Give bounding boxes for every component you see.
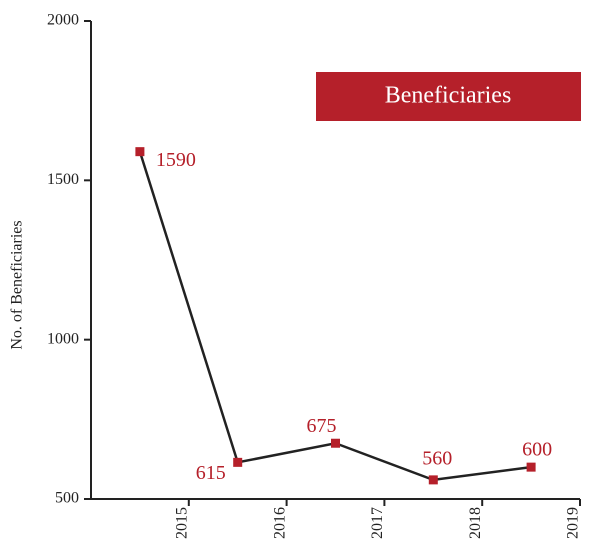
point-marker xyxy=(428,475,438,485)
value-label: 615 xyxy=(196,462,226,484)
point-marker xyxy=(331,438,340,448)
value-label: 600 xyxy=(522,439,552,461)
point-marker xyxy=(233,457,243,467)
x-tick-label: 2019 xyxy=(565,507,582,539)
point-marker xyxy=(135,147,145,157)
y-tick-label: 2000 xyxy=(47,12,79,29)
x-tick-label: 2018 xyxy=(467,507,484,539)
x-tick-label: 2016 xyxy=(271,507,288,539)
value-label: 1590 xyxy=(156,149,196,171)
value-label: 675 xyxy=(307,415,337,437)
legend-box xyxy=(316,72,581,121)
y-axis-label: No. of Beneficiaries xyxy=(9,220,26,349)
legend-label: Beneficiaries xyxy=(385,83,512,109)
y-tick-label: 1000 xyxy=(47,330,79,347)
y-tick-label: 500 xyxy=(55,490,79,507)
point-marker xyxy=(526,462,536,472)
y-tick-label: 1500 xyxy=(47,171,79,188)
x-tick-label: 2015 xyxy=(173,507,190,539)
value-label: 560 xyxy=(422,447,452,469)
x-tick-label: 2017 xyxy=(369,507,386,539)
